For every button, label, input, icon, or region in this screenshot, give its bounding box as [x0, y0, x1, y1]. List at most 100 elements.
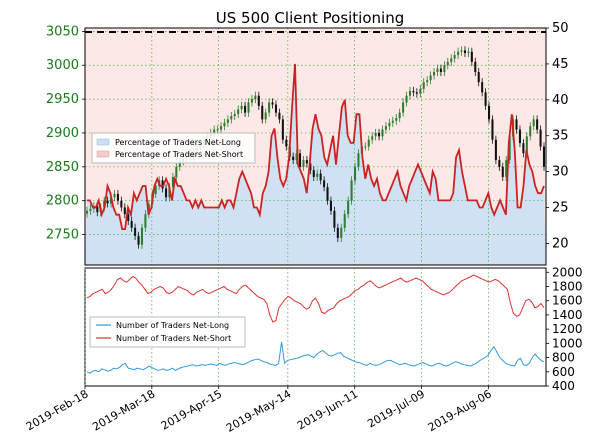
x-tick-label: 2019-Mar-18 — [90, 387, 157, 433]
candle-body — [378, 132, 381, 137]
candle-body — [89, 208, 92, 211]
candle-body — [529, 126, 532, 137]
candle-body — [147, 204, 150, 215]
candle-body — [116, 193, 119, 201]
candle-body — [247, 102, 250, 113]
candle-body — [268, 102, 271, 113]
candle-body — [244, 105, 247, 113]
candle-body — [130, 220, 133, 228]
bottom-right-tick-label: 800 — [552, 351, 575, 365]
legend-swatch-net-long — [96, 138, 110, 146]
candle-body — [299, 153, 302, 167]
bottom-right-tick-label: 1000 — [552, 336, 583, 350]
left-tick-label: 3000 — [46, 58, 79, 73]
candle-body — [154, 185, 157, 194]
candle-body — [123, 207, 126, 215]
candle-body — [508, 136, 511, 161]
right-tick-label: 45 — [552, 57, 569, 72]
candle-body — [481, 82, 484, 93]
candle-body — [457, 51, 460, 56]
candle-body — [525, 136, 528, 154]
candle-body — [419, 88, 422, 94]
candle-body — [443, 65, 446, 73]
candle-body — [494, 139, 497, 161]
bottom-right-tick-label: 1200 — [552, 322, 583, 336]
candle-body — [213, 129, 216, 133]
right-tick-label: 30 — [552, 165, 569, 180]
bottom-legend: Number of Traders Net-Long Number of Tra… — [89, 316, 246, 348]
x-axis-ticks: 2019-Feb-18 2019-Mar-18 2019-Apr-15 2019-Ma… — [24, 386, 494, 435]
top-legend-box — [91, 132, 256, 164]
candle-body — [140, 227, 144, 245]
right-tick-label: 35 — [552, 129, 569, 144]
candle-body — [433, 72, 436, 76]
bottom-legend-box — [89, 316, 246, 348]
x-tick-label: 2019-Apr-15 — [159, 387, 224, 432]
candle-body — [271, 102, 274, 105]
legend-swatch-net-short — [96, 150, 110, 158]
x-tick-label: 2019-Feb-18 — [24, 387, 91, 433]
candle-body — [347, 200, 350, 215]
top-panel: 2750 2800 2850 2900 2950 3000 3050 20 25 30 35 40 4… — [46, 21, 569, 266]
candle-body — [429, 75, 432, 81]
candle-body — [254, 95, 257, 100]
candle-body — [309, 163, 312, 171]
candle-body — [240, 105, 243, 110]
candle-body — [384, 126, 387, 130]
trader-net-short-line — [86, 274, 545, 323]
candle-body — [536, 119, 539, 130]
right-tick-label: 50 — [552, 21, 569, 36]
candle-body — [164, 188, 168, 198]
candle-body — [487, 105, 491, 120]
candle-body — [274, 104, 278, 113]
candle-body — [491, 119, 494, 140]
top-background-areas — [85, 63, 546, 266]
candle-body — [171, 176, 174, 188]
candle-body — [250, 99, 253, 103]
right-tick-label: 40 — [552, 93, 569, 108]
candle-body — [264, 112, 267, 120]
candle-body — [388, 122, 391, 127]
candle-body — [436, 68, 439, 73]
candle-body — [398, 112, 401, 119]
candle-body — [281, 119, 284, 140]
candle-body — [316, 173, 319, 177]
net-short-line-group — [87, 63, 545, 230]
left-tick-label: 2850 — [46, 160, 79, 175]
trader-lines — [86, 274, 545, 374]
candle-body — [312, 170, 315, 177]
candle-body — [402, 102, 405, 113]
left-tick-label: 2800 — [46, 194, 79, 209]
chart-title: US 500 Client Positioning — [216, 9, 404, 27]
candle-body — [120, 200, 123, 208]
candle-body — [515, 119, 518, 130]
candle-body — [237, 109, 240, 114]
candle-body — [326, 187, 329, 201]
candle-body — [106, 200, 109, 204]
candle-body — [113, 193, 116, 198]
candle-body — [422, 82, 425, 89]
candle-body — [408, 90, 412, 96]
candle-body — [134, 227, 137, 236]
legend-label-net-short: Percentage of Traders Net-Short — [115, 150, 243, 159]
bottom-right-tick-label: 2000 — [552, 265, 583, 279]
candle-body — [371, 136, 374, 140]
legend-label-net-long: Percentage of Traders Net-Long — [115, 138, 241, 147]
legend-label-trader-short: Number of Traders Net-Short — [116, 334, 231, 343]
candle-body — [323, 180, 326, 188]
candle-body — [412, 90, 415, 93]
candle-body — [285, 139, 288, 147]
candle-body — [374, 132, 377, 137]
candle-body — [381, 129, 384, 137]
bottom-right-tick-label: 1600 — [552, 294, 583, 308]
bottom-right-tick-label: 400 — [552, 379, 575, 393]
candle-body — [292, 156, 295, 161]
candle-body — [302, 160, 305, 167]
candle-body — [319, 173, 322, 181]
candle-body — [477, 72, 480, 83]
candle-body — [233, 113, 236, 117]
candle-body — [295, 153, 298, 161]
candle-body — [518, 129, 521, 144]
